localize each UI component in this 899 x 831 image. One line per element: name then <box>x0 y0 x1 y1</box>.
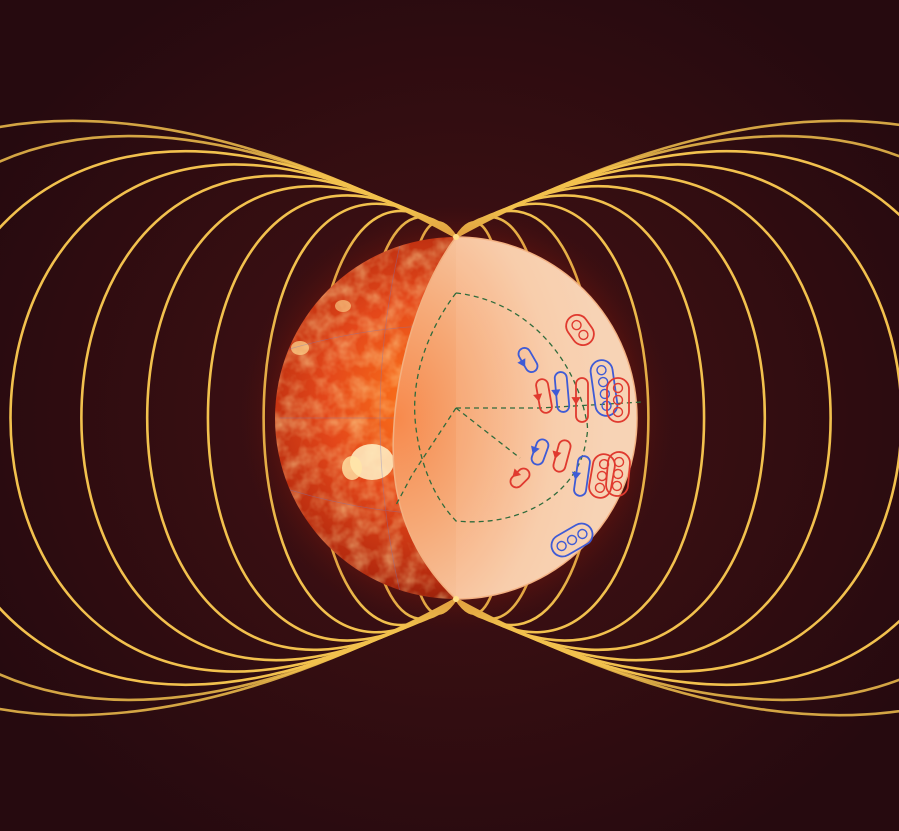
convection-cell <box>551 371 571 413</box>
convection-cells <box>509 314 631 558</box>
convection-cell <box>533 378 553 414</box>
field-line <box>454 184 767 652</box>
field-line <box>206 194 458 642</box>
convection-roll-stack <box>606 377 630 423</box>
active-region <box>291 341 309 355</box>
north-pole-point <box>453 234 459 240</box>
convection-roll-stack <box>605 451 631 497</box>
field-line <box>0 134 458 702</box>
field-line <box>454 134 899 702</box>
convection-roll-stack <box>550 522 594 558</box>
field-line <box>9 163 458 673</box>
field-line <box>454 163 899 673</box>
convection-cell <box>552 439 572 473</box>
field-line <box>454 119 899 717</box>
field-line <box>454 149 899 687</box>
convection-cell <box>530 438 550 466</box>
convection-cell <box>509 467 531 489</box>
field-line <box>0 149 458 687</box>
field-line <box>80 174 458 662</box>
active-region <box>342 456 362 480</box>
field-line <box>0 119 458 717</box>
convection-cell <box>571 377 589 423</box>
convection-roll-stack <box>565 314 595 346</box>
field-line <box>145 184 458 652</box>
convection-cell <box>517 347 539 373</box>
field-line <box>454 174 832 662</box>
convection-cell <box>571 455 591 497</box>
convection-roll-stack <box>588 453 616 499</box>
field-line <box>454 194 706 642</box>
south-pole-point <box>453 596 459 602</box>
active-region <box>335 300 351 312</box>
